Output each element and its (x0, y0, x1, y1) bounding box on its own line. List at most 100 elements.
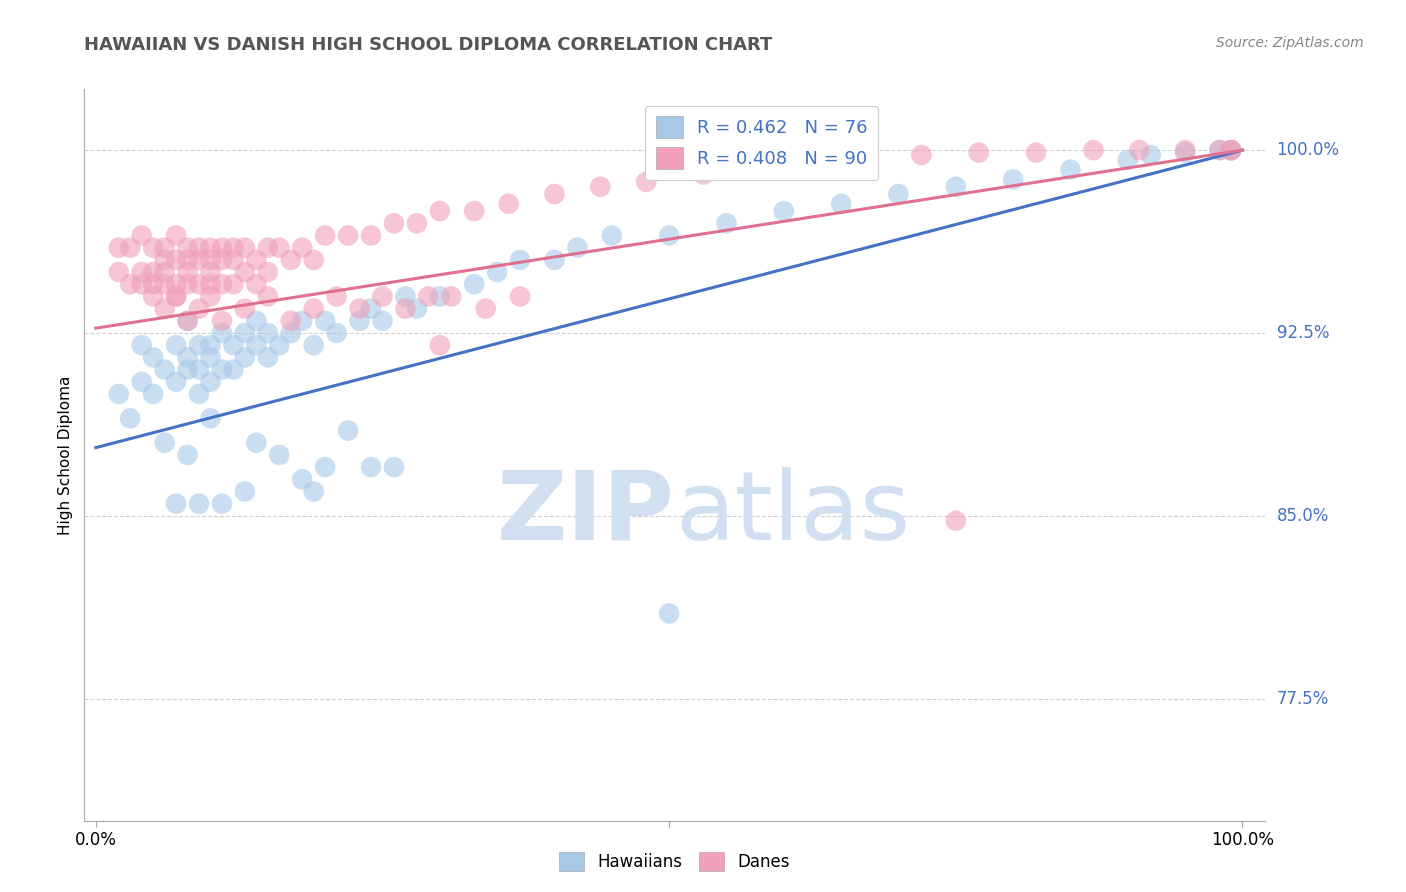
Point (211, 326, 233, 340)
Point (107, 387, 129, 401)
Point (1208, 143, 1230, 157)
Point (222, 241, 245, 255)
Point (131, 265, 153, 279)
Text: 85.0%: 85.0% (1277, 507, 1329, 524)
Point (1220, 143, 1243, 157)
Point (200, 277, 222, 292)
Point (945, 514, 967, 528)
Point (153, 252, 176, 267)
Point (200, 241, 222, 255)
Point (256, 241, 278, 255)
Point (291, 472, 314, 486)
Point (142, 289, 165, 303)
Point (429, 289, 451, 303)
Point (349, 301, 371, 316)
Point (176, 362, 198, 376)
Point (165, 277, 187, 292)
Point (360, 228, 382, 243)
Point (222, 277, 245, 292)
Point (188, 497, 211, 511)
Point (269, 241, 291, 255)
Point (429, 204, 451, 219)
Point (486, 265, 509, 279)
Point (142, 265, 165, 279)
Point (256, 326, 278, 340)
Point (567, 241, 589, 255)
Point (188, 241, 211, 255)
Point (314, 314, 336, 328)
Text: 100.0%: 100.0% (1277, 141, 1340, 159)
Point (796, 155, 818, 169)
Point (165, 289, 187, 303)
Point (211, 277, 233, 292)
Point (600, 228, 623, 243)
Point (302, 484, 325, 499)
Point (853, 151, 876, 165)
Point (165, 289, 187, 303)
Point (233, 265, 256, 279)
Point (967, 145, 990, 160)
Point (211, 241, 233, 255)
Point (280, 252, 302, 267)
Point (245, 314, 267, 328)
Point (474, 301, 496, 316)
Point (120, 277, 142, 292)
Point (636, 175, 658, 189)
Point (280, 314, 302, 328)
Point (1025, 145, 1047, 160)
Point (302, 338, 325, 352)
Point (233, 241, 256, 255)
Point (463, 204, 485, 219)
Point (165, 228, 187, 243)
Point (176, 252, 198, 267)
Point (716, 216, 738, 230)
Legend: Hawaiians, Danes: Hawaiians, Danes (553, 846, 797, 878)
Point (245, 435, 267, 450)
Point (131, 375, 153, 389)
Point (360, 460, 382, 475)
Point (200, 265, 222, 279)
Point (153, 301, 176, 316)
Point (291, 314, 314, 328)
Point (440, 289, 463, 303)
Point (120, 411, 142, 425)
Point (291, 241, 314, 255)
Point (1208, 143, 1230, 157)
Point (165, 497, 187, 511)
Point (429, 338, 451, 352)
Point (153, 241, 176, 255)
Point (256, 289, 278, 303)
Point (394, 301, 416, 316)
Point (394, 289, 416, 303)
Point (887, 187, 910, 202)
Point (302, 301, 325, 316)
Point (222, 338, 245, 352)
Point (280, 326, 302, 340)
Point (142, 351, 165, 365)
Point (269, 448, 291, 462)
Point (245, 277, 267, 292)
Point (382, 460, 405, 475)
Point (360, 301, 382, 316)
Text: 77.5%: 77.5% (1277, 690, 1329, 707)
Point (658, 228, 681, 243)
Point (738, 160, 761, 174)
Point (233, 326, 256, 340)
Text: HAWAIIAN VS DANISH HIGH SCHOOL DIPLOMA CORRELATION CHART: HAWAIIAN VS DANISH HIGH SCHOOL DIPLOMA C… (84, 36, 773, 54)
Point (463, 277, 485, 292)
Point (211, 497, 233, 511)
Text: ZIP: ZIP (496, 467, 675, 560)
Point (418, 289, 440, 303)
Point (269, 338, 291, 352)
Point (131, 228, 153, 243)
Point (245, 338, 267, 352)
Point (200, 252, 222, 267)
Point (176, 314, 198, 328)
Point (211, 362, 233, 376)
Point (200, 375, 222, 389)
Point (406, 301, 429, 316)
Point (314, 460, 336, 475)
Point (1116, 153, 1139, 167)
Point (142, 277, 165, 292)
Point (325, 326, 347, 340)
